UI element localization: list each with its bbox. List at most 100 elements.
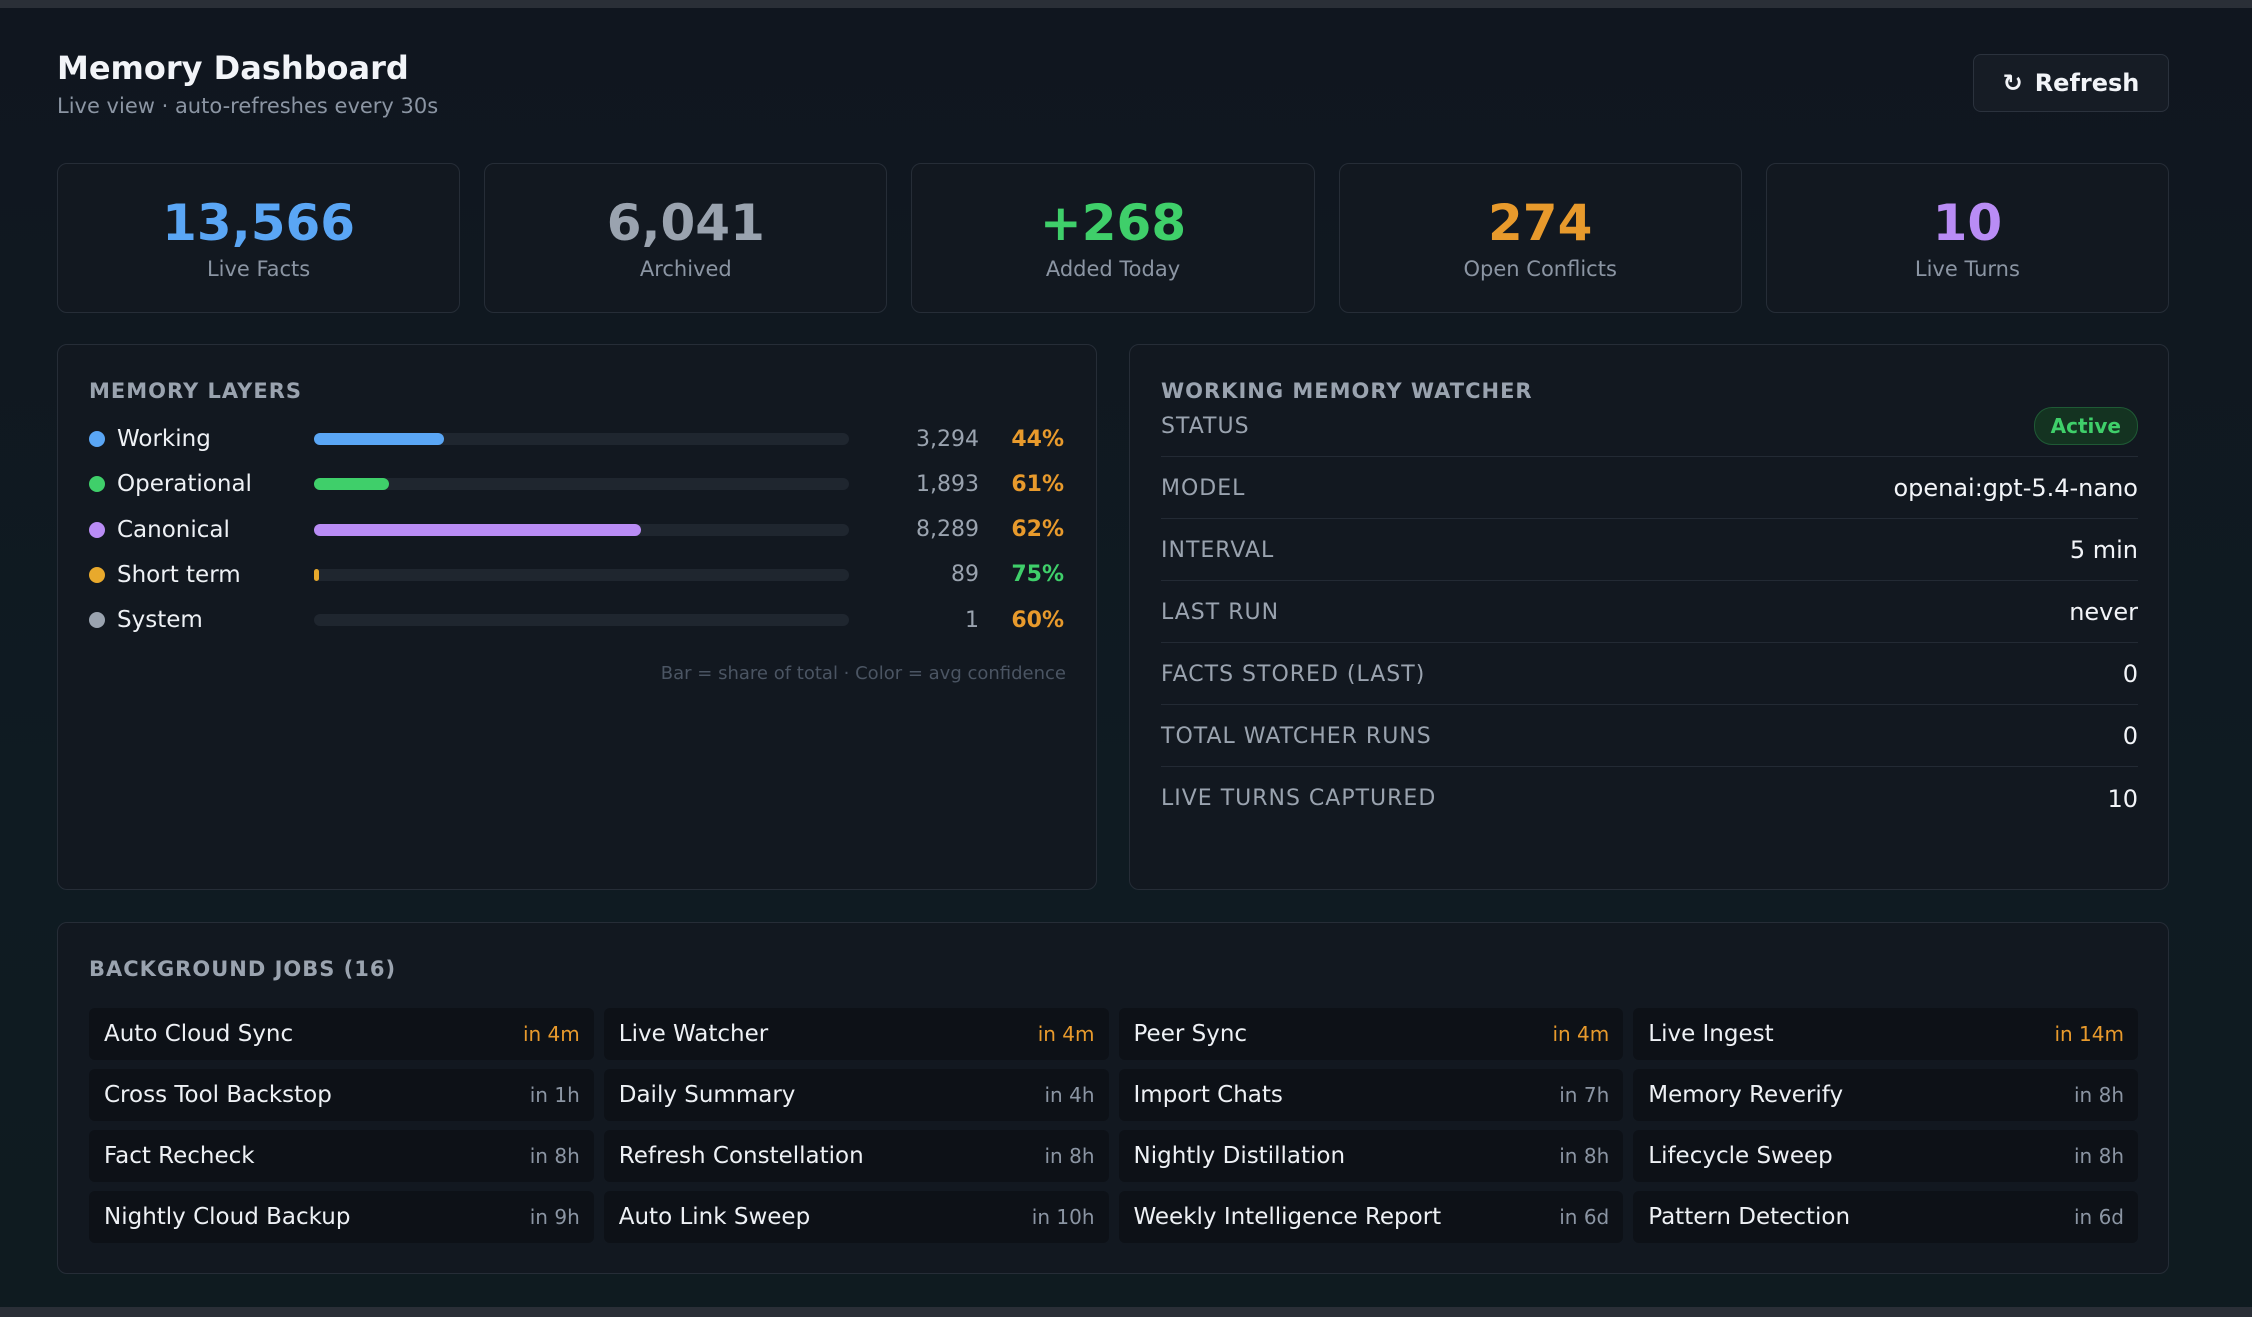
- job-name: Weekly Intelligence Report: [1133, 1204, 1442, 1230]
- layer-count: 3,294: [916, 426, 979, 452]
- job-item[interactable]: Refresh Constellation in 8h: [603, 1130, 1109, 1182]
- layer-dot-icon: [89, 566, 105, 583]
- layer-count: 89: [951, 562, 979, 588]
- layer-row: System 1 60%: [89, 600, 1064, 640]
- watcher-value: never: [2069, 598, 2138, 626]
- job-next-run: in 14m: [2054, 1022, 2124, 1046]
- job-item[interactable]: Cross Tool Backstop in 1h: [89, 1069, 594, 1121]
- refresh-icon: ↻: [2002, 69, 2023, 97]
- stat-card: 13,566 Live Facts: [57, 163, 461, 313]
- layer-dot-icon: [89, 612, 105, 629]
- window-top-border: [0, 0, 2252, 8]
- layer-count: 8,289: [916, 517, 979, 543]
- stat-label: Added Today: [1045, 257, 1181, 281]
- job-name: Lifecycle Sweep: [1648, 1143, 1833, 1169]
- stat-cards: 13,566 Live Facts 6,041 Archived +268 Added T…: [57, 163, 2170, 313]
- stat-value: 13,566: [162, 194, 356, 252]
- job-next-run: in 4m: [1037, 1022, 1095, 1046]
- background-jobs-panel: BACKGROUND JOBS (16) Auto Cloud Sync in 4…: [57, 922, 2169, 1274]
- watcher-row: MODEL openai:gpt-5.4-nano: [1161, 458, 2138, 519]
- job-next-run: in 4m: [522, 1022, 580, 1046]
- stat-card: +268 Added Today: [911, 163, 1315, 313]
- job-item[interactable]: Import Chats in 7h: [1118, 1069, 1624, 1121]
- job-next-run: in 8h: [529, 1144, 580, 1168]
- stat-value: +268: [1039, 194, 1187, 252]
- job-item[interactable]: Auto Link Sweep in 10h: [603, 1191, 1109, 1243]
- refresh-button[interactable]: ↻ Refresh: [1973, 54, 2169, 112]
- layer-bar-fill: [314, 433, 444, 445]
- stat-card: 274 Open Conflicts: [1338, 163, 1742, 313]
- stat-card: 10 Live Turns: [1765, 163, 2170, 313]
- job-next-run: in 6d: [1559, 1205, 1610, 1229]
- watcher-key: FACTS STORED (LAST): [1161, 661, 1426, 687]
- layer-count: 1,893: [916, 471, 979, 497]
- refresh-button-label: Refresh: [2034, 69, 2140, 97]
- job-item[interactable]: Memory Reverify in 8h: [1633, 1069, 2138, 1121]
- job-item[interactable]: Lifecycle Sweep in 8h: [1633, 1130, 2138, 1182]
- watcher-row: LIVE TURNS CAPTURED 10: [1161, 768, 2138, 829]
- job-next-run: in 4h: [1044, 1083, 1095, 1107]
- watcher-key: LIVE TURNS CAPTURED: [1161, 786, 1437, 811]
- job-item[interactable]: Nightly Cloud Backup in 9h: [89, 1191, 594, 1243]
- working-memory-watcher-panel: WORKING MEMORY WATCHER STATUS Active MOD…: [1129, 344, 2169, 890]
- layer-name: Canonical: [117, 516, 230, 543]
- watcher-key: TOTAL WATCHER RUNS: [1161, 723, 1432, 749]
- watcher-row: LAST RUN never: [1161, 582, 2138, 643]
- layer-bar-fill: [314, 568, 319, 581]
- page-header: Memory Dashboard Live view · auto-refres…: [57, 48, 2169, 128]
- memory-layers-note: Bar = share of total · Color = avg confi…: [660, 663, 1066, 684]
- job-name: Auto Link Sweep: [618, 1204, 811, 1230]
- layer-row: Canonical 8,289 62%: [89, 510, 1064, 550]
- stat-label: Archived: [639, 257, 732, 281]
- job-item[interactable]: Daily Summary in 4h: [603, 1069, 1109, 1121]
- job-name: Fact Recheck: [104, 1143, 255, 1169]
- layer-count: 1: [965, 607, 979, 633]
- layer-name: Operational: [117, 471, 252, 498]
- stat-label: Live Turns: [1914, 257, 2020, 281]
- watcher-value: 0: [2122, 660, 2138, 688]
- stat-value: 10: [1932, 194, 2003, 252]
- job-next-run: in 8h: [2074, 1083, 2124, 1107]
- job-item[interactable]: Peer Sync in 4m: [1118, 1008, 1624, 1060]
- layer-bar-track: [314, 614, 849, 627]
- job-next-run: in 4m: [1552, 1022, 1610, 1046]
- layer-row: Working 3,294 44%: [89, 419, 1064, 459]
- layer-row: Short term 89 75%: [89, 555, 1064, 595]
- job-name: Refresh Constellation: [618, 1143, 864, 1169]
- watcher-row: FACTS STORED (LAST) 0: [1161, 644, 2138, 705]
- memory-layers-title: MEMORY LAYERS: [89, 379, 303, 403]
- watcher-value: openai:gpt-5.4-nano: [1893, 474, 2138, 502]
- job-item[interactable]: Auto Cloud Sync in 4m: [89, 1008, 594, 1060]
- job-name: Import Chats: [1133, 1082, 1283, 1108]
- stat-value: 274: [1488, 194, 1593, 252]
- layer-dot-icon: [89, 476, 105, 493]
- job-item[interactable]: Pattern Detection in 6d: [1633, 1191, 2138, 1243]
- layer-row: Operational 1,893 61%: [89, 464, 1064, 504]
- layer-confidence: 44%: [1011, 426, 1064, 452]
- layer-name: System: [117, 607, 203, 634]
- stat-label: Live Facts: [206, 257, 311, 281]
- memory-layers-panel: MEMORY LAYERS Bar = share of total · Col…: [57, 344, 1097, 890]
- job-next-run: in 9h: [529, 1205, 580, 1229]
- job-next-run: in 8h: [1044, 1144, 1095, 1168]
- layer-dot-icon: [89, 431, 105, 447]
- layer-confidence: 61%: [1011, 471, 1064, 497]
- layer-name: Short term: [117, 561, 241, 588]
- job-name: Pattern Detection: [1648, 1204, 1851, 1230]
- job-item[interactable]: Fact Recheck in 8h: [89, 1130, 594, 1182]
- job-next-run: in 6d: [2073, 1205, 2124, 1229]
- layer-bar-track: [314, 568, 849, 581]
- layer-bar-track: [314, 433, 849, 445]
- job-item[interactable]: Live Ingest in 14m: [1633, 1008, 2138, 1060]
- watcher-key: MODEL: [1161, 475, 1246, 501]
- page-subtitle: Live view · auto-refreshes every 30s: [57, 94, 439, 118]
- job-name: Daily Summary: [618, 1082, 796, 1108]
- watcher-row: TOTAL WATCHER RUNS 0: [1161, 706, 2138, 767]
- layer-name: Working: [117, 426, 211, 452]
- layer-confidence: 75%: [1011, 562, 1064, 588]
- job-item[interactable]: Weekly Intelligence Report in 6d: [1118, 1191, 1624, 1243]
- layer-dot-icon: [89, 521, 105, 538]
- job-item[interactable]: Nightly Distillation in 8h: [1118, 1130, 1624, 1182]
- job-item[interactable]: Live Watcher in 4m: [603, 1008, 1109, 1060]
- watcher-key: LAST RUN: [1161, 599, 1280, 625]
